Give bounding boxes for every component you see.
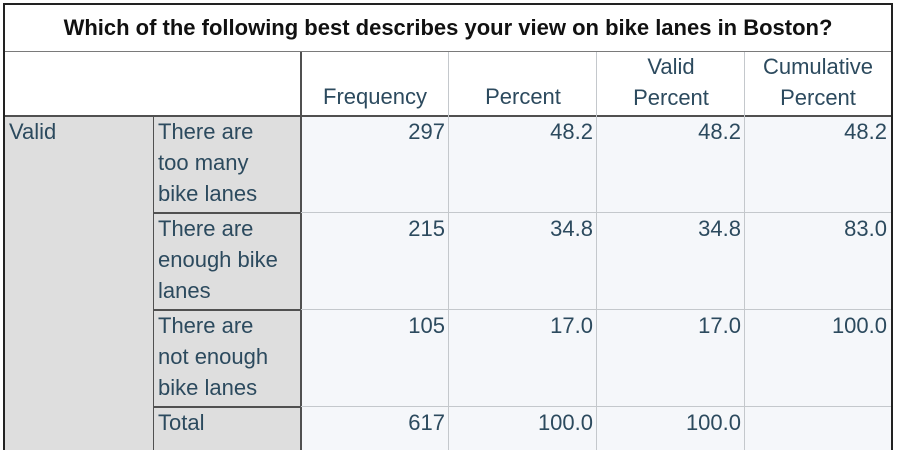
cell-valid-percent: 34.8: [597, 213, 745, 310]
row-label-enough: There are enough bike lanes: [154, 213, 301, 310]
cell-cumulative-percent: [745, 407, 891, 450]
column-divider: [596, 52, 597, 450]
row-divider: [154, 406, 301, 408]
cell-percent: 100.0: [449, 407, 597, 450]
table-title: Which of the following best describes yo…: [5, 5, 891, 52]
cell-frequency: 105: [301, 310, 449, 407]
row-divider: [301, 406, 891, 407]
cell-valid-percent: 17.0: [597, 310, 745, 407]
row-divider: [301, 309, 891, 310]
column-divider: [448, 52, 449, 450]
group-label-valid: Valid: [5, 116, 153, 450]
header-percent: Percent: [485, 84, 561, 109]
cell-valid-percent: 100.0: [597, 407, 745, 450]
label-divider: [300, 52, 302, 450]
cell-cumulative-percent: 100.0: [745, 310, 891, 407]
cell-frequency: 297: [301, 116, 449, 213]
cell-cumulative-percent: 83.0: [745, 213, 891, 310]
header-valid-percent: Valid Percent: [633, 54, 709, 110]
row-divider: [154, 212, 301, 214]
frequency-table: Which of the following best describes yo…: [3, 3, 893, 450]
row-label-total: Total: [154, 407, 301, 450]
row-divider: [154, 309, 301, 311]
header-cumulative-percent: Cumulative Percent: [762, 54, 874, 110]
cell-percent: 34.8: [449, 213, 597, 310]
row-label-not-enough: There are not enough bike lanes: [154, 310, 301, 407]
cell-percent: 17.0: [449, 310, 597, 407]
row-label-too-many: There are too many bike lanes: [154, 116, 301, 213]
cell-cumulative-percent: 48.2: [745, 116, 891, 213]
cell-valid-percent: 48.2: [597, 116, 745, 213]
column-divider: [744, 52, 745, 450]
header-frequency: Frequency: [323, 84, 427, 109]
cell-frequency: 617: [301, 407, 449, 450]
cell-frequency: 215: [301, 213, 449, 310]
row-divider: [301, 212, 891, 213]
group-divider: [153, 116, 154, 450]
cell-percent: 48.2: [449, 116, 597, 213]
